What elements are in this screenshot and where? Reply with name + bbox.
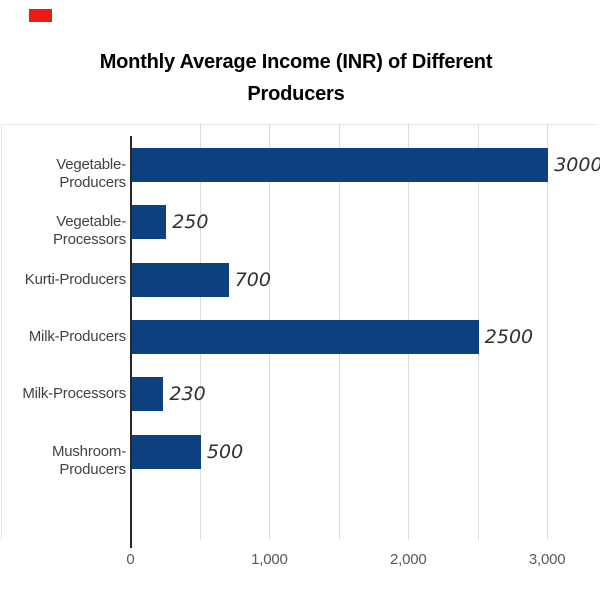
- value-label-3: 2500: [484, 325, 534, 348]
- category-label-0: Vegetable-Producers: [56, 156, 126, 191]
- bar-0: [131, 148, 549, 182]
- plot-top-border: [2, 124, 597, 125]
- bar-1: [131, 205, 167, 240]
- x-tick-label-3,000: 3,000: [528, 551, 566, 568]
- gridline-3000: [547, 124, 549, 540]
- page-title: Monthly Average Income (INR) of Differen…: [0, 46, 592, 110]
- category-label-3: Milk-Producers: [28, 327, 126, 345]
- chart-title-line-1: Monthly Average Income (INR) of Differen…: [99, 51, 493, 73]
- category-label-1: Vegetable-Processors: [52, 213, 126, 249]
- value-label-5: 500: [206, 440, 244, 463]
- y-axis-line: [129, 136, 132, 548]
- category-label-5: Mushroom-Producers: [51, 442, 126, 478]
- red-marker: [29, 9, 52, 22]
- category-label-4: Milk-Processors: [22, 385, 126, 403]
- x-tick-label-1,000: 1,000: [251, 551, 288, 568]
- x-tick-label-0: 0: [126, 551, 135, 568]
- value-label-0: 3000: [554, 154, 600, 176]
- chart-title-line-2: Producers: [247, 83, 345, 105]
- x-tick-label-2,000: 2,000: [390, 551, 427, 568]
- bar-2: [131, 262, 229, 297]
- value-label-4: 230: [169, 383, 206, 406]
- bar-4: [131, 377, 164, 412]
- value-label-2: 700: [234, 268, 271, 291]
- plot-left-border: [1, 124, 2, 540]
- value-label-1: 250: [172, 211, 209, 234]
- bar-5: [131, 434, 201, 469]
- category-label-2: Kurti-Producers: [24, 270, 126, 288]
- bar-3: [131, 319, 479, 354]
